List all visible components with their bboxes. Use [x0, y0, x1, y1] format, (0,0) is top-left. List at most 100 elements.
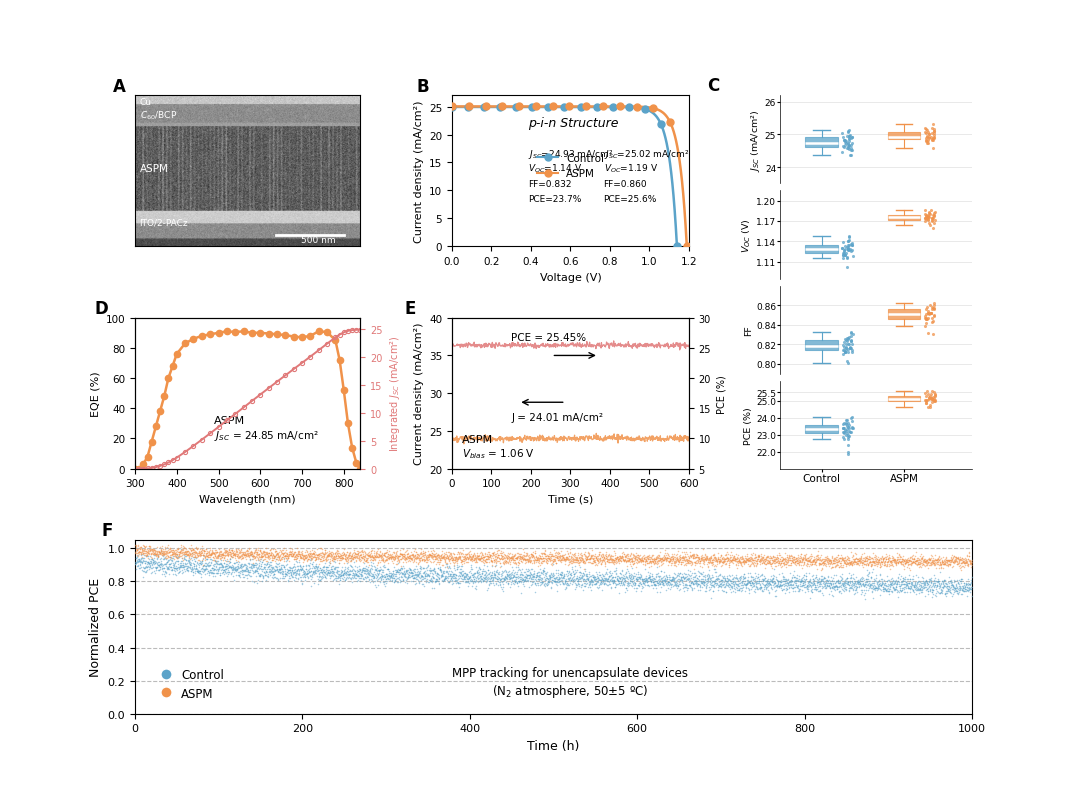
Text: A: A [112, 78, 125, 95]
Point [697, 573, 714, 585]
Point [502, 569, 519, 582]
Point [747, 560, 765, 573]
Point [605, 553, 622, 566]
Point [206, 546, 224, 559]
Point [852, 573, 869, 586]
Point [386, 551, 403, 564]
Point [680, 557, 698, 570]
Point [462, 553, 480, 565]
Point [731, 556, 748, 569]
Point [690, 550, 707, 563]
Point [437, 550, 455, 563]
Point [536, 565, 553, 578]
Point [311, 548, 328, 561]
Point [625, 557, 643, 569]
Point [805, 573, 822, 586]
Point [596, 557, 613, 570]
Point [518, 565, 536, 578]
Point [266, 569, 283, 581]
Point [635, 577, 652, 590]
Point [580, 556, 597, 569]
Point [514, 574, 531, 587]
Point [522, 571, 539, 584]
Point [186, 545, 203, 557]
Point [705, 549, 723, 561]
Point [842, 326, 860, 338]
Point [740, 557, 757, 570]
Point [224, 550, 241, 563]
Point [366, 550, 383, 563]
Point [207, 555, 225, 568]
Point [353, 550, 370, 563]
Point [948, 585, 966, 597]
Point [230, 561, 247, 574]
Point [508, 552, 525, 565]
Point [554, 577, 571, 590]
Point [651, 554, 669, 567]
Point [251, 545, 268, 557]
Point [731, 551, 748, 564]
Point [478, 553, 496, 565]
Point [521, 551, 538, 564]
Point [613, 550, 631, 563]
Point [327, 549, 345, 562]
Point [856, 554, 874, 567]
Point [954, 585, 971, 597]
Point [758, 578, 775, 591]
Point [558, 551, 576, 564]
Point [829, 574, 847, 587]
Point [943, 556, 960, 569]
Point [458, 549, 475, 561]
Point [699, 571, 716, 584]
Point [947, 579, 964, 592]
Point [674, 553, 691, 566]
Point [852, 579, 869, 592]
Point [258, 565, 275, 577]
Point [478, 572, 496, 585]
Point [950, 554, 968, 567]
Point [921, 399, 939, 411]
Point [206, 548, 224, 561]
Point [411, 552, 429, 565]
Point [486, 556, 503, 569]
Point [291, 548, 308, 561]
Point [899, 554, 916, 567]
Point [753, 548, 770, 561]
Point [191, 557, 208, 569]
Point [883, 550, 901, 563]
Point [816, 558, 834, 571]
Point [811, 580, 828, 593]
Point [855, 576, 873, 589]
Point [954, 556, 971, 569]
Point [508, 552, 525, 565]
Point [906, 556, 923, 569]
Point [410, 566, 428, 579]
Point [249, 561, 267, 574]
Point [377, 573, 394, 585]
Point [516, 549, 534, 562]
Point [842, 143, 860, 156]
Point [771, 553, 788, 565]
Point [164, 550, 181, 563]
Point [296, 551, 313, 564]
Point [220, 546, 238, 559]
Point [218, 549, 235, 561]
Point [875, 583, 892, 596]
Point [842, 556, 860, 569]
Point [856, 584, 874, 597]
Point [567, 553, 584, 565]
Point [249, 562, 267, 575]
Point [619, 548, 636, 561]
Point [517, 554, 535, 567]
Point [376, 549, 393, 561]
Point [730, 555, 747, 568]
Point [569, 573, 586, 585]
Point [554, 577, 571, 590]
Point [766, 557, 783, 570]
Point [434, 559, 451, 572]
Point [254, 553, 271, 566]
Point [253, 567, 270, 580]
Point [907, 588, 924, 601]
Point [745, 554, 762, 567]
Point [800, 553, 818, 566]
